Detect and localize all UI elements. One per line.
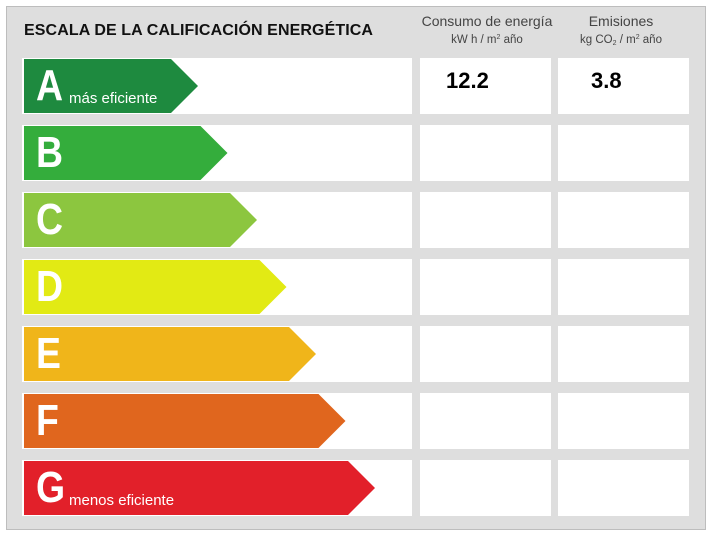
band-row-b: B — [22, 125, 692, 181]
emissions-cell: 3.8 — [558, 58, 689, 114]
band-label: menos eficiente — [69, 492, 175, 509]
band-letter: E — [36, 329, 61, 378]
band-arrow-f: F — [24, 394, 346, 448]
label-title: ESCALA DE LA CALIFICACIÓN ENERGÉTICA — [24, 22, 374, 39]
emissions-cell — [558, 192, 689, 248]
emissions-column-unit: kg CO2 / m2 año — [580, 34, 662, 47]
emissions-column-title: Emisiones — [588, 13, 654, 29]
energy-cell — [420, 393, 551, 449]
band-arrow-shape — [24, 394, 346, 448]
energy-column-title: Consumo de energía — [421, 13, 553, 29]
emissions-column-header: Emisiones kg CO2 / m2 año — [556, 13, 686, 51]
band-letter: F — [36, 396, 59, 445]
band-row-c: C — [22, 192, 692, 248]
band-arrow-shape — [24, 260, 287, 314]
energy-cell: 12.2 — [420, 58, 551, 114]
band-letter: B — [36, 128, 64, 177]
band-arrow-shape — [24, 193, 257, 247]
band-label: más eficiente — [69, 90, 158, 107]
energy-value: 12.2 — [446, 68, 489, 93]
emissions-cell — [558, 460, 689, 516]
energy-column-header: Consumo de energía kW h / m2 año — [420, 13, 554, 48]
band-letter: G — [36, 463, 66, 512]
band-letter: D — [36, 262, 64, 311]
band-arrow-b: B — [24, 126, 228, 180]
energy-cell — [420, 259, 551, 315]
emissions-value: 3.8 — [591, 68, 622, 93]
energy-column-unit: kW h / m2 año — [451, 34, 523, 46]
band-row-e: E — [22, 326, 692, 382]
emissions-cell — [558, 259, 689, 315]
energy-cell — [420, 125, 551, 181]
band-arrow-shape — [24, 126, 228, 180]
band-arrow-e: E — [24, 327, 316, 381]
emissions-cell — [558, 125, 689, 181]
band-letter: C — [36, 195, 64, 244]
emissions-cell — [558, 326, 689, 382]
energy-cell — [420, 326, 551, 382]
band-arrow-shape — [24, 461, 375, 515]
band-arrow-c: C — [24, 193, 257, 247]
emissions-cell — [558, 393, 689, 449]
band-row-d: D — [22, 259, 692, 315]
band-row-f: F — [22, 393, 692, 449]
band-arrow-shape — [24, 327, 316, 381]
energy-cell — [420, 192, 551, 248]
band-arrow-d: D — [24, 260, 287, 314]
band-arrow-shape — [24, 59, 198, 113]
energy-cell — [420, 460, 551, 516]
band-letter: A — [36, 61, 64, 110]
